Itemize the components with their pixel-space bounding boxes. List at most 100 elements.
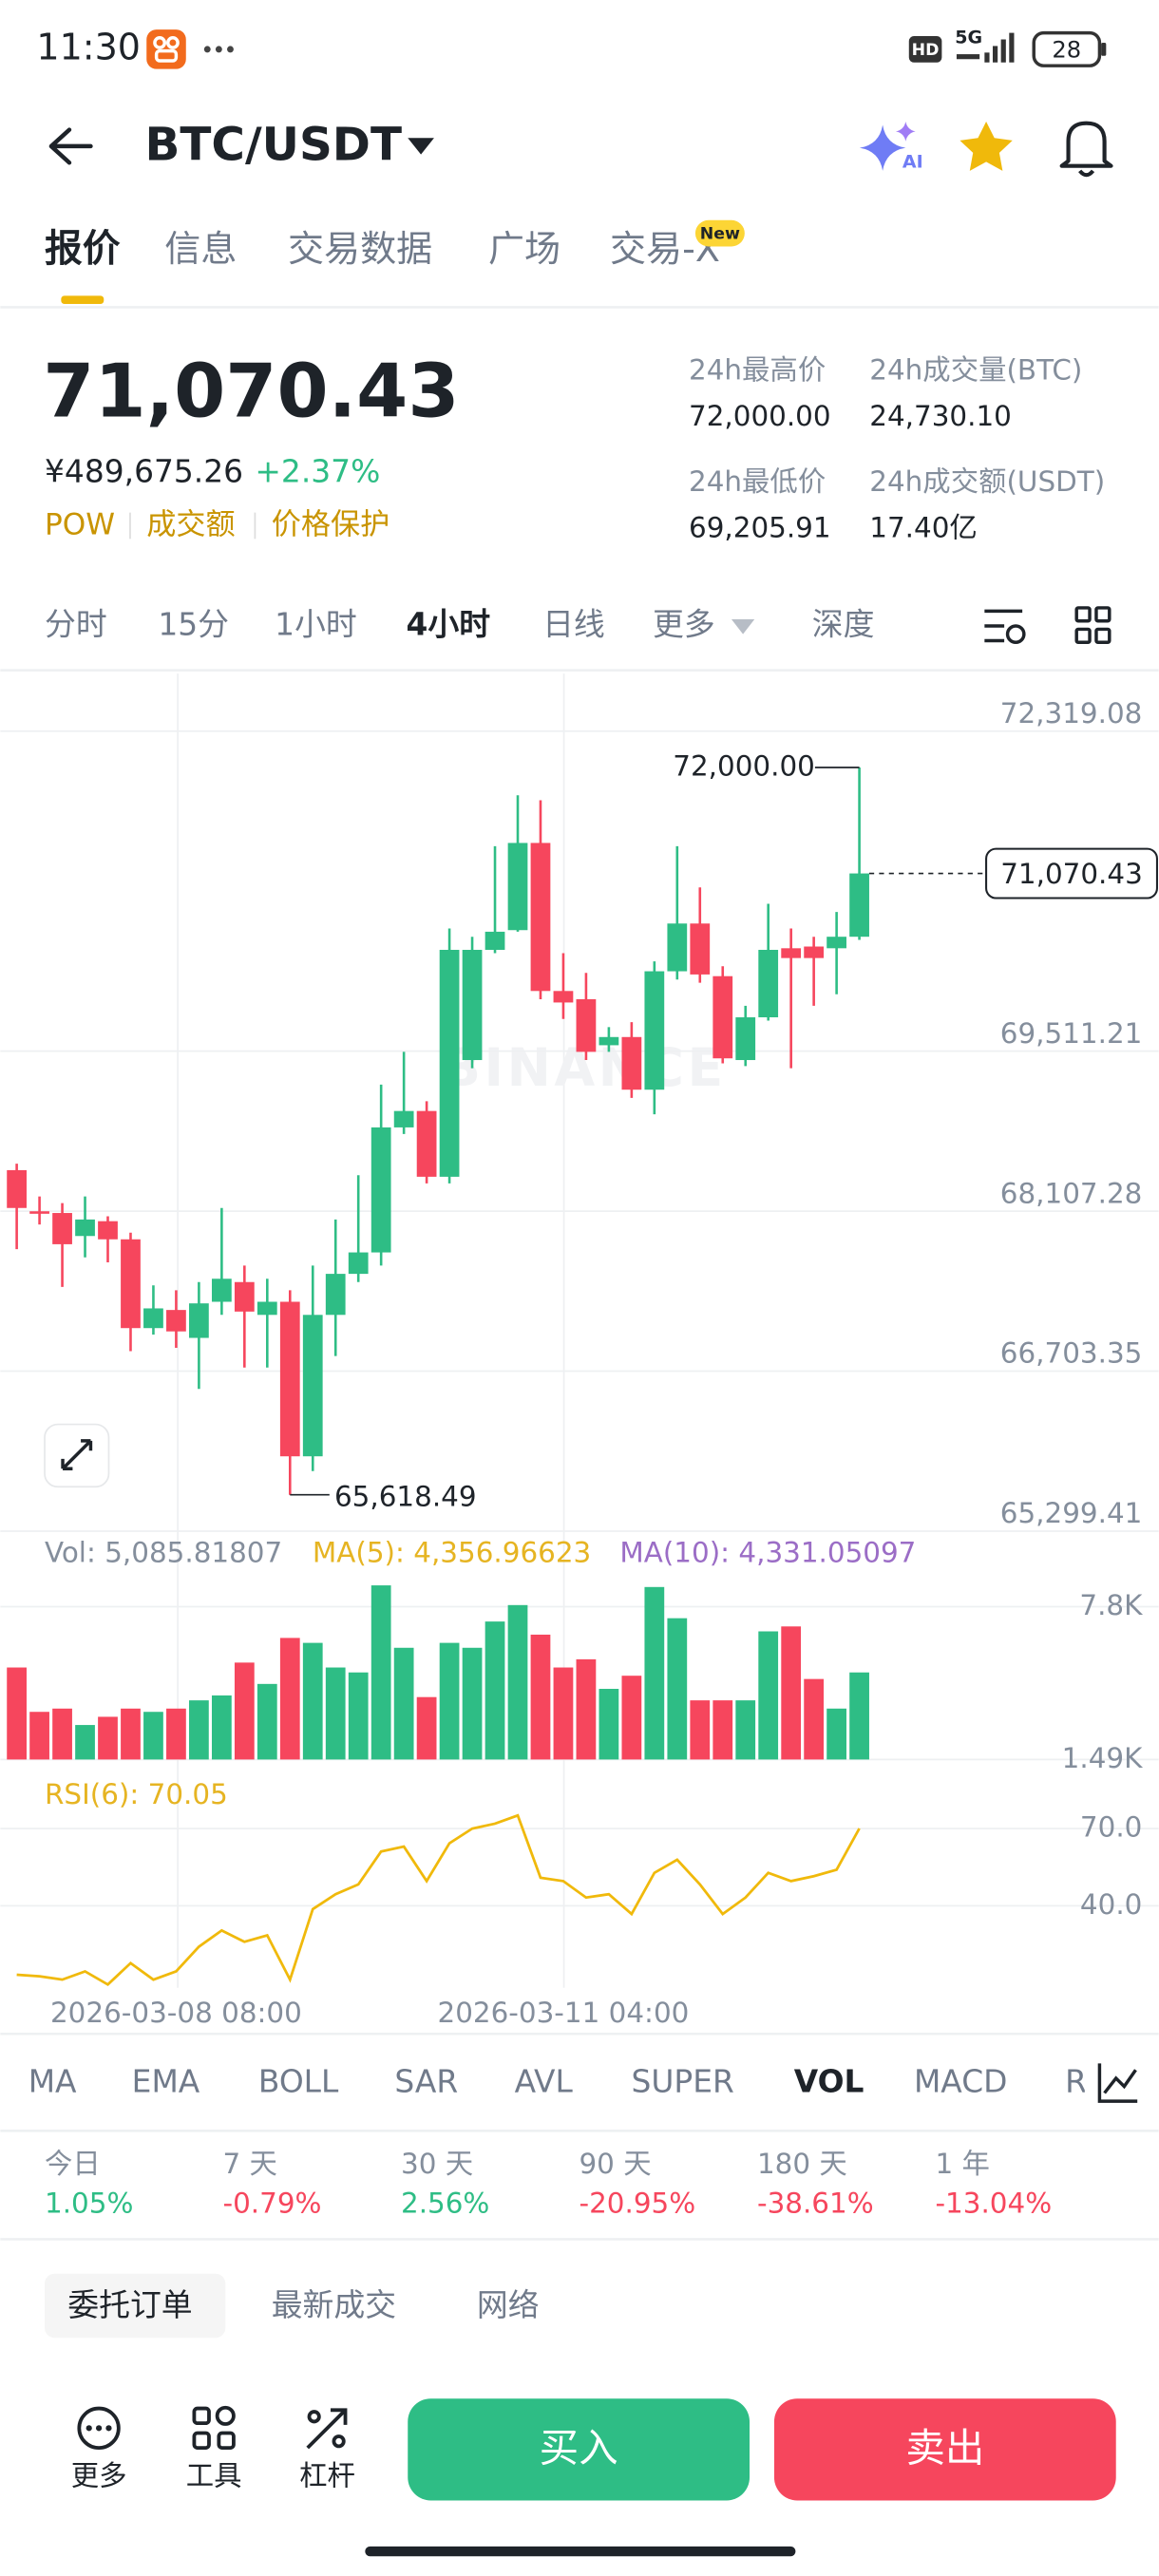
y-tick-label: 40.0 [1080,1888,1142,1921]
tag[interactable]: POW [45,507,115,541]
candle-body [348,1252,369,1275]
order-tab[interactable]: 网络 [477,2286,540,2323]
volume-bar [758,1631,779,1760]
volume-bar [690,1700,711,1760]
notification-bell[interactable] [1059,121,1113,178]
period-change: -0.79% [223,2188,322,2220]
battery-level: 28 [1052,37,1081,64]
volume-bar [644,1586,665,1760]
volume-bar [29,1712,49,1760]
volume-bar [166,1708,186,1760]
indicator[interactable]: EMA [132,2063,200,2100]
stat-value: 69,205.91 [689,511,831,543]
candle-body [302,1315,323,1457]
indicator[interactable]: AVL [515,2063,574,2100]
period-label: 7 天 [223,2148,277,2180]
home-indicator [365,2546,796,2557]
period-label: 180 天 [757,2148,847,2180]
timeframe[interactable]: 日线 [542,605,605,642]
volume-bar [530,1634,551,1760]
candle-body [598,1036,619,1046]
timeframe[interactable]: 15分 [158,605,229,642]
timeframe[interactable]: 分时 [45,605,107,642]
tab[interactable]: 信息 [164,228,237,270]
tab[interactable]: 交易数据 [288,228,432,270]
candle-body [712,975,733,1059]
candle-body [804,946,825,958]
volume-bar [98,1716,118,1760]
candle-body [211,1279,232,1302]
indicator[interactable]: R [1065,2063,1087,2100]
layout-toggle[interactable] [1074,606,1112,644]
indicator[interactable]: SAR [394,2063,458,2100]
period-change: -38.61% [757,2188,874,2220]
volume-bar [348,1672,369,1760]
timeframe[interactable]: 1小时 [275,605,357,642]
indicator[interactable]: MA [28,2063,77,2100]
header: BTC/USDT AI [48,119,1113,178]
volume-bar [302,1642,323,1760]
favorite-star[interactable] [960,121,1013,171]
volume-bar [143,1712,163,1760]
period-change: 2.56% [401,2188,489,2220]
tag[interactable]: 成交额 [146,507,235,541]
volume-bar [325,1667,346,1760]
performance: 今日 1.05% 7 天 -0.79% 30 天 2.56% 90 天 -20.95% 180 … [45,2148,1052,2220]
buy-button[interactable] [408,2398,750,2501]
volume-bar [7,1667,27,1760]
y-tick-label: 65,299.41 [1000,1497,1143,1529]
pair-title[interactable]: BTC/USDT [145,119,403,172]
leverage-button[interactable]: 杠杆 [299,2408,355,2492]
candle-body [256,1301,277,1316]
tab[interactable]: 报价 [45,227,121,271]
indicator[interactable]: VOL [794,2063,864,2100]
last-price-box [985,847,1158,900]
tag[interactable]: 价格保护 [272,507,390,541]
chart-settings[interactable] [984,609,1026,644]
volume-bar [462,1647,483,1760]
stat-value: 24,730.10 [869,400,1012,432]
leverage-label: 杠杆 [299,2460,355,2492]
order-tabs: 委托订单 最新成交 网络 [45,2273,540,2339]
stat-label: 24h成交量(BTC) [869,353,1082,386]
candle-body [576,998,597,1052]
indicator[interactable]: SUPER [631,2063,733,2100]
timeframe[interactable]: 更多 [653,605,715,642]
hd-text: HD [912,41,940,60]
candle-body [462,949,483,1061]
candle-body [484,931,505,950]
volume-bar [484,1621,505,1760]
pair-dropdown[interactable] [408,138,434,155]
vol-ma10: MA(10): 4,331.05097 [619,1537,916,1569]
volume-bar [507,1604,528,1760]
indicator-settings[interactable] [1097,2063,1138,2103]
candle-body [644,971,665,1090]
tab[interactable]: 广场 [488,228,560,270]
hd-badge [908,36,942,63]
volume-bar [416,1696,437,1760]
tools-button[interactable]: 工具 [186,2405,242,2492]
timeframe[interactable]: 4小时 [407,605,491,642]
ai-button[interactable]: AI [859,121,923,173]
candle-body [849,873,869,938]
price-change: +2.37% [255,453,380,490]
candle-body [325,1274,346,1316]
volume-bar [211,1695,232,1760]
volume-bar [439,1642,460,1760]
timeframe[interactable]: 深度 [812,605,875,642]
indicator[interactable]: BOLL [258,2063,339,2100]
candle-body [75,1219,95,1237]
candle-body [7,1169,27,1208]
candle-body [189,1303,209,1338]
price-block: 71,070.43 ¥489,675.26 +2.37% POW 成交额 价格保… [43,349,1105,543]
order-tab[interactable]: 委托订单 [67,2286,192,2323]
period-label: 90 天 [579,2148,651,2180]
indicator[interactable]: MACD [914,2063,1008,2100]
back-button[interactable] [48,127,93,165]
more-button[interactable]: 更多 [71,2406,127,2492]
network: 5G [955,27,982,47]
sell-button[interactable] [773,2398,1116,2501]
last-price-label: 71,070.43 [1000,858,1143,890]
order-tab[interactable]: 最新成交 [272,2286,396,2323]
